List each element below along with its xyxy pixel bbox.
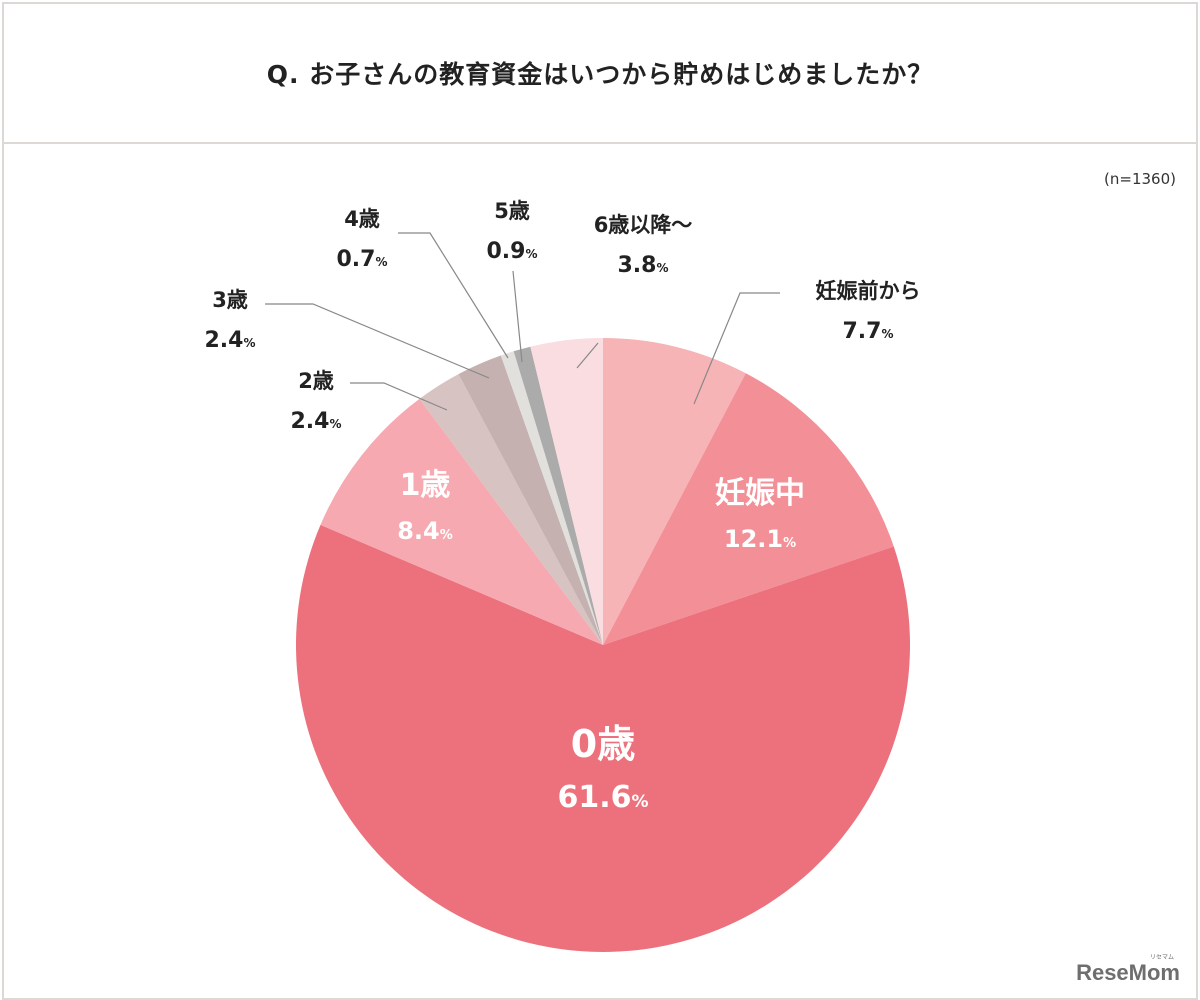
slice-value-0: 7.7% — [842, 319, 893, 344]
leader-line-8 — [576, 342, 599, 369]
pie-slice-4 — [419, 374, 603, 645]
slice-label-3: 1歳 — [400, 468, 451, 503]
chart-title: Q. お子さんの教育資金はいつから貯めはじめましたか？ — [266, 60, 934, 89]
pie-slice-1 — [603, 373, 894, 645]
slice-value-5: 2.4% — [204, 328, 255, 353]
slice-label-4: 2歳 — [298, 369, 334, 393]
slice-label-5: 3歳 — [212, 288, 248, 312]
pie-slice-8 — [530, 338, 603, 645]
leader-line-5 — [265, 303, 490, 379]
sample-size: (n=1360) — [1104, 170, 1176, 188]
slice-value-6: 0.7% — [336, 247, 387, 272]
leader-line-4 — [350, 382, 448, 411]
slice-label-8: 6歳以降〜 — [594, 213, 693, 237]
slice-value-7: 0.9% — [486, 239, 537, 264]
slice-value-4: 2.4% — [290, 409, 341, 434]
title-bar: Q. お子さんの教育資金はいつから貯めはじめましたか？ — [4, 4, 1196, 144]
pie-slice-3 — [320, 398, 603, 645]
pie-slice-5 — [458, 355, 603, 645]
slice-label-2: 0歳 — [571, 722, 635, 766]
slice-label-0: 妊娠前から — [816, 279, 921, 303]
leader-line-6 — [398, 232, 509, 359]
leader-line-0 — [693, 292, 780, 405]
pie-slice-7 — [513, 346, 603, 645]
slice-value-8: 3.8% — [617, 253, 668, 278]
pie-slice-6 — [500, 351, 603, 645]
slice-label-6: 4歳 — [344, 207, 380, 231]
pie-slice-2 — [295, 524, 910, 953]
pie-slice-0 — [603, 338, 746, 645]
leader-line-7 — [512, 270, 523, 363]
slice-label-1: 妊娠中 — [715, 476, 805, 511]
resemom-logo: ReseMom リセマム — [1076, 955, 1180, 985]
slice-label-7: 5歳 — [494, 199, 530, 223]
